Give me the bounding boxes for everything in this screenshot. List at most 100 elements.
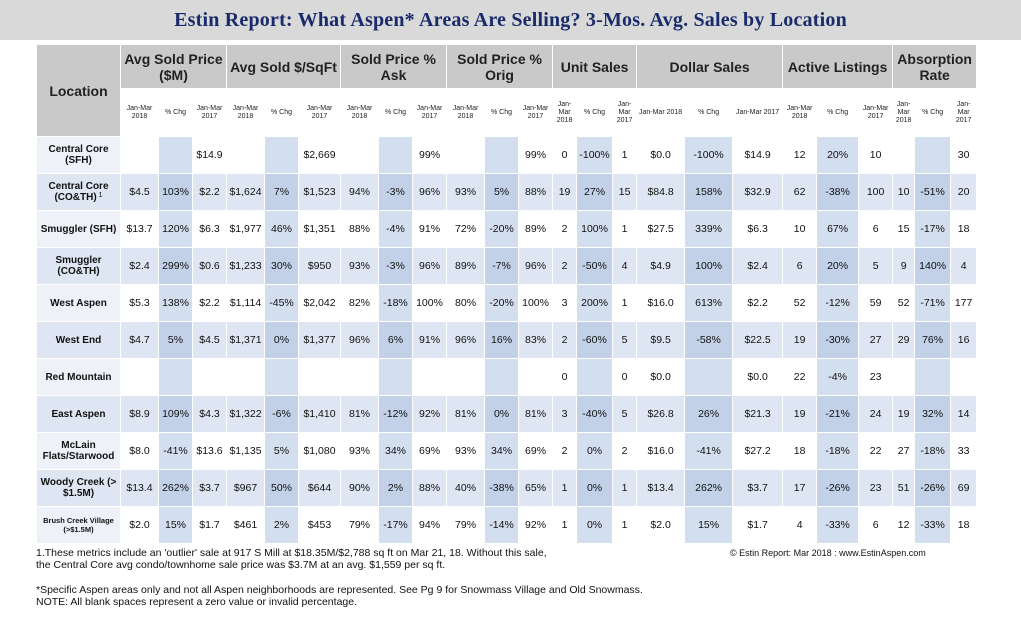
- value-cell: 1: [552, 506, 578, 544]
- subheader-cell: Jan-Mar 2017: [192, 88, 227, 137]
- value-cell: 5%: [158, 321, 193, 359]
- value-cell: 24: [858, 395, 894, 433]
- value-cell: 94%: [340, 173, 380, 211]
- subheader-cell: Jan-Mar 2017: [950, 88, 978, 137]
- group-header: Avg Sold $/SqFt: [225, 44, 342, 89]
- value-cell: -14%: [484, 506, 520, 544]
- value-cell: -7%: [484, 247, 520, 285]
- location-label: Smuggler (SFH): [40, 223, 117, 235]
- value-cell: -41%: [684, 432, 734, 470]
- value-cell: 6: [782, 247, 818, 285]
- value-cell: 2: [552, 321, 578, 359]
- value-cell: 1: [552, 469, 578, 507]
- value-cell: 91%: [412, 210, 448, 248]
- subheader-cell: Jan-Mar 2018: [120, 88, 159, 137]
- value-cell: 100%: [518, 284, 554, 322]
- value-cell: 12: [892, 506, 916, 544]
- value-cell: 80%: [446, 284, 486, 322]
- subheader-cell: % Chg: [264, 88, 299, 137]
- value-cell: 81%: [518, 395, 554, 433]
- value-cell: $4.5: [192, 321, 227, 359]
- value-cell: 81%: [340, 395, 380, 433]
- value-cell: $2.2: [732, 284, 784, 322]
- value-cell: 93%: [340, 247, 380, 285]
- value-cell: [192, 358, 227, 396]
- sales-table: Location Avg Sold Price ($M) Avg Sold $/Sq…: [36, 44, 978, 544]
- value-cell: 1: [612, 136, 638, 174]
- value-cell: $2.0: [636, 506, 686, 544]
- location-cell: Woody Creek (> $1.5M): [36, 469, 121, 507]
- value-cell: 18: [950, 506, 978, 544]
- value-cell: 138%: [158, 284, 193, 322]
- value-cell: $6.3: [192, 210, 227, 248]
- group-header: Sold Price % Ask: [340, 44, 448, 89]
- value-cell: 5: [858, 247, 894, 285]
- value-cell: 50%: [264, 469, 299, 507]
- value-cell: -60%: [576, 321, 614, 359]
- value-cell: [158, 358, 193, 396]
- value-cell: 92%: [518, 506, 554, 544]
- value-cell: $1,624: [226, 173, 265, 211]
- value-cell: [264, 358, 299, 396]
- value-cell: 12: [782, 136, 818, 174]
- value-cell: 22: [782, 358, 818, 396]
- value-cell: [446, 358, 486, 396]
- value-cell: 1: [612, 469, 638, 507]
- value-cell: $967: [226, 469, 265, 507]
- value-cell: $13.4: [636, 469, 686, 507]
- value-cell: 69: [950, 469, 978, 507]
- value-cell: $8.0: [120, 432, 159, 470]
- value-cell: [120, 358, 159, 396]
- value-cell: 9: [892, 247, 916, 285]
- location-label: Smuggler (CO&TH): [55, 255, 102, 277]
- location-label: East Aspen: [51, 408, 106, 420]
- value-cell: 14: [950, 395, 978, 433]
- value-cell: 46%: [264, 210, 299, 248]
- value-cell: 62: [782, 173, 818, 211]
- value-cell: $0.0: [636, 358, 686, 396]
- value-cell: 16: [950, 321, 978, 359]
- group-header: Unit Sales: [552, 44, 638, 89]
- subheader-cell: Jan-Mar 2018: [340, 88, 380, 137]
- value-cell: 0%: [576, 506, 614, 544]
- value-cell: [484, 358, 520, 396]
- value-cell: 2%: [378, 469, 414, 507]
- value-cell: $2,669: [297, 136, 342, 174]
- value-cell: 100%: [576, 210, 614, 248]
- value-cell: $1.7: [732, 506, 784, 544]
- value-cell: $1,351: [297, 210, 342, 248]
- value-cell: [576, 358, 614, 396]
- location-cell: West Aspen: [36, 284, 121, 322]
- value-cell: -51%: [914, 173, 952, 211]
- value-cell: 23: [858, 358, 894, 396]
- table-row: Woody Creek (> $1.5M) $13.4 262% $3.7 $967 50…: [36, 469, 978, 507]
- value-cell: $2.2: [192, 284, 227, 322]
- value-cell: $4.3: [192, 395, 227, 433]
- value-cell: -20%: [484, 284, 520, 322]
- value-cell: 140%: [914, 247, 952, 285]
- value-cell: -40%: [576, 395, 614, 433]
- value-cell: 15: [612, 173, 638, 211]
- footnote-areas: *Specific Aspen areas only and not all A…: [36, 584, 643, 608]
- subheader-cell: Jan-Mar 2017: [732, 88, 784, 137]
- value-cell: -17%: [914, 210, 952, 248]
- value-cell: -26%: [816, 469, 860, 507]
- subheader-cell: % Chg: [816, 88, 860, 137]
- footnote-line: the Central Core avg condo/townhome sale…: [36, 559, 446, 571]
- value-cell: 7%: [264, 173, 299, 211]
- value-cell: 96%: [446, 321, 486, 359]
- value-cell: -4%: [378, 210, 414, 248]
- location-label: Brush Creek Village (>$1.5M): [43, 516, 114, 534]
- value-cell: -26%: [914, 469, 952, 507]
- value-cell: $4.5: [120, 173, 159, 211]
- value-cell: 27: [892, 432, 916, 470]
- table-row: Central Core (SFH) $14.9 $2,669 99% 99% 0 -100…: [36, 136, 978, 174]
- value-cell: $1,523: [297, 173, 342, 211]
- value-cell: 4: [950, 247, 978, 285]
- location-cell: Smuggler (CO&TH): [36, 247, 121, 285]
- value-cell: 91%: [412, 321, 448, 359]
- value-cell: $1,977: [226, 210, 265, 248]
- group-header: Sold Price % Orig: [446, 44, 554, 89]
- location-cell: Smuggler (SFH): [36, 210, 121, 248]
- value-cell: 93%: [446, 173, 486, 211]
